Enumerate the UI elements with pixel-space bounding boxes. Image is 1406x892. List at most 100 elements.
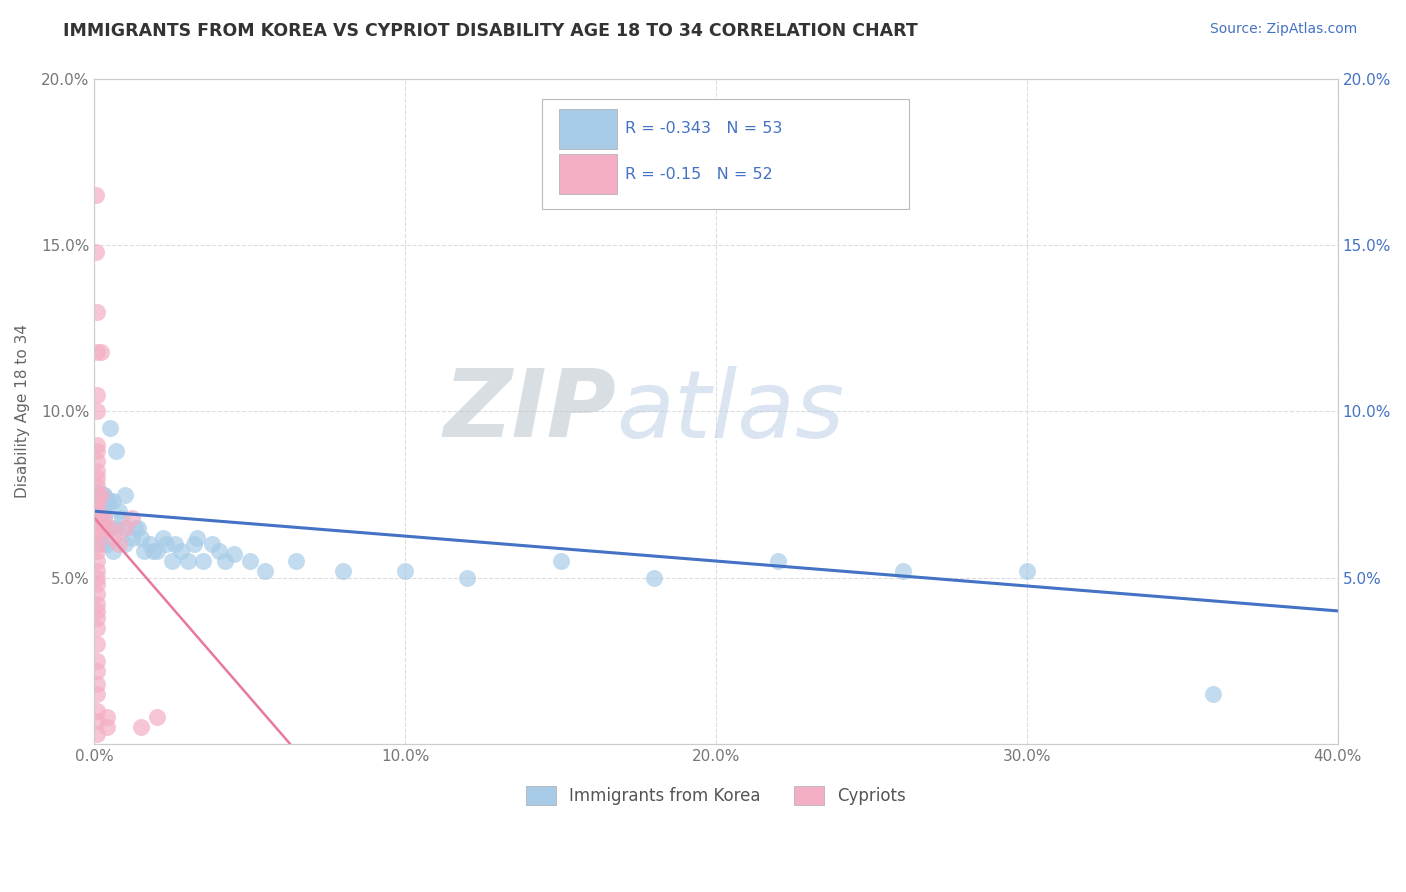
Point (86, 704, 108, 718)
Point (90, 344, 112, 359)
Point (111, 511, 134, 525)
Point (86, 464, 108, 478)
Point (90, 511, 112, 525)
Point (139, 537, 162, 551)
Point (108, 504, 131, 518)
Point (86, 527, 108, 541)
Point (285, 554, 308, 568)
Point (239, 554, 262, 568)
Point (165, 537, 187, 551)
Point (93, 498, 115, 512)
Point (183, 537, 205, 551)
Point (86, 564, 108, 578)
Point (86, 454, 108, 468)
Point (155, 537, 177, 551)
Point (129, 720, 152, 734)
Point (86, 504, 108, 518)
FancyBboxPatch shape (560, 109, 617, 149)
Point (114, 537, 136, 551)
Text: R = -0.15   N = 52: R = -0.15 N = 52 (626, 167, 773, 182)
Point (86, 498, 108, 512)
Point (86, 604, 108, 618)
Point (93, 511, 115, 525)
Point (160, 554, 183, 568)
Point (84, 244, 107, 259)
Point (108, 537, 131, 551)
FancyBboxPatch shape (560, 153, 617, 194)
Point (86, 477, 108, 491)
Point (1202, 687, 1225, 701)
Point (86, 487, 108, 501)
Point (768, 554, 790, 568)
Point (101, 544, 124, 558)
Point (101, 531, 124, 545)
Point (186, 531, 208, 545)
Point (332, 564, 354, 578)
Point (142, 544, 165, 558)
Point (145, 710, 167, 724)
Point (90, 487, 112, 501)
Text: Source: ZipAtlas.com: Source: ZipAtlas.com (1209, 22, 1357, 37)
Point (86, 587, 108, 601)
Point (86, 677, 108, 691)
Point (105, 521, 128, 535)
Point (86, 537, 108, 551)
Point (86, 404, 108, 418)
Point (254, 564, 277, 578)
Point (214, 554, 236, 568)
Point (86, 494, 108, 508)
Point (96, 537, 118, 551)
Point (96, 720, 118, 734)
Point (456, 571, 478, 585)
Point (90, 511, 112, 525)
Point (208, 544, 231, 558)
Point (114, 487, 136, 501)
Point (124, 521, 146, 535)
Point (86, 687, 108, 701)
Point (86, 388, 108, 402)
Point (121, 511, 143, 525)
Point (86, 544, 108, 558)
Point (550, 554, 572, 568)
Point (86, 621, 108, 635)
Point (86, 511, 108, 525)
Point (96, 494, 118, 508)
Point (86, 304, 108, 318)
Point (891, 564, 914, 578)
Point (93, 521, 115, 535)
Point (201, 537, 224, 551)
Point (191, 554, 214, 568)
Point (98, 494, 121, 508)
Text: atlas: atlas (617, 366, 845, 457)
Point (129, 531, 152, 545)
Point (1015, 564, 1038, 578)
Point (98, 521, 121, 535)
Point (101, 494, 124, 508)
Y-axis label: Disability Age 18 to 34: Disability Age 18 to 34 (15, 325, 30, 499)
Legend: Immigrants from Korea, Cypriots: Immigrants from Korea, Cypriots (519, 780, 912, 812)
Point (93, 511, 115, 525)
Point (93, 487, 115, 501)
Point (176, 554, 198, 568)
Point (127, 521, 149, 535)
Point (86, 597, 108, 611)
Point (86, 571, 108, 585)
Point (86, 344, 108, 359)
Point (152, 531, 174, 545)
Point (145, 544, 167, 558)
Point (86, 471, 108, 485)
Point (86, 610, 108, 624)
Point (121, 531, 143, 545)
Point (86, 637, 108, 651)
Point (105, 444, 128, 458)
Text: ZIP: ZIP (444, 366, 617, 458)
Point (96, 710, 118, 724)
Point (98, 521, 121, 535)
Point (90, 537, 112, 551)
Point (84, 188, 107, 202)
Point (86, 494, 108, 508)
Text: R = -0.343   N = 53: R = -0.343 N = 53 (626, 121, 783, 136)
Point (86, 577, 108, 591)
Point (86, 444, 108, 458)
Point (86, 521, 108, 535)
